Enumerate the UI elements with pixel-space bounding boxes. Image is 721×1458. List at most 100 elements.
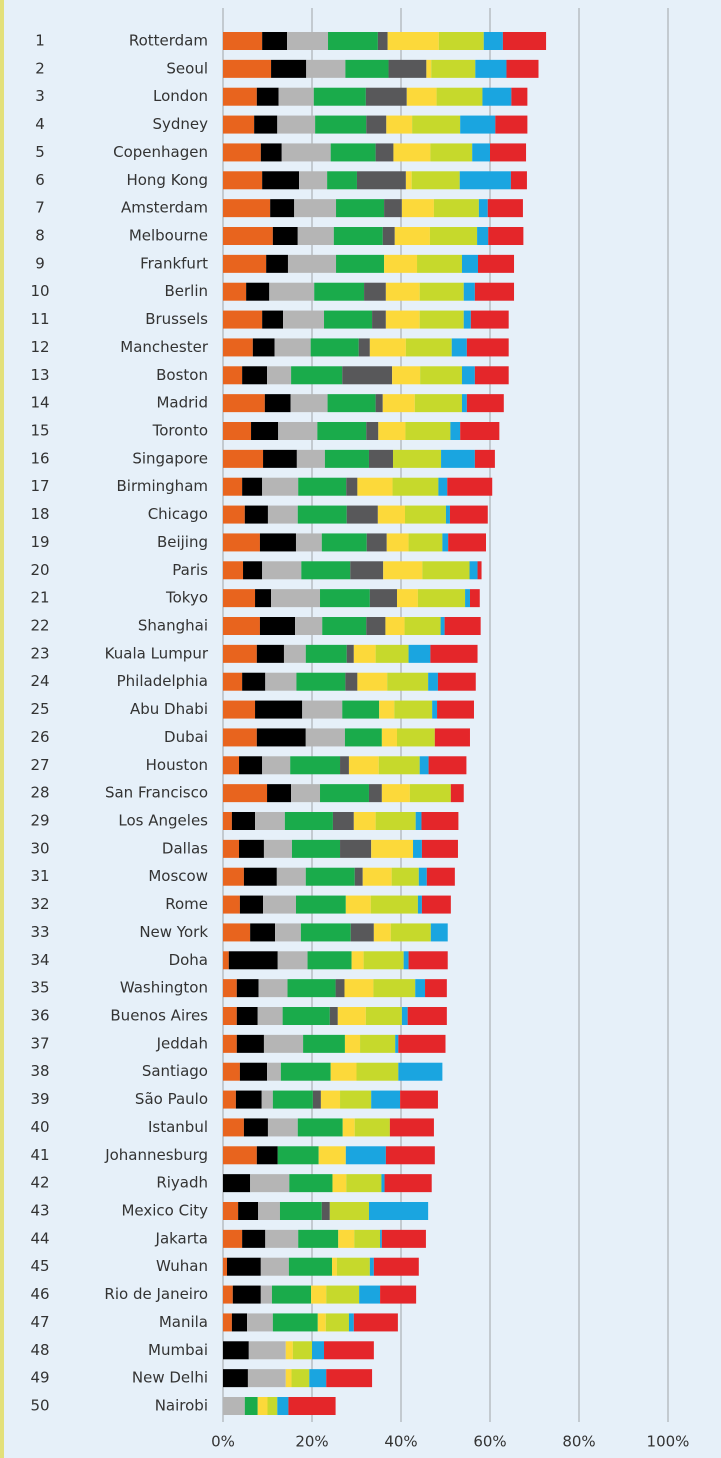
bar-segment <box>409 784 451 803</box>
bar-segment <box>387 672 429 691</box>
city-label: Jakarta <box>155 1229 208 1247</box>
bar-segment <box>384 1174 432 1193</box>
bar-segment <box>255 700 303 719</box>
bar-segment <box>223 728 257 747</box>
bar-segment <box>337 1007 366 1025</box>
city-label: Seoul <box>166 59 208 77</box>
bar-segment <box>336 199 385 218</box>
bar-segment <box>414 394 462 413</box>
bar-segment <box>262 171 300 190</box>
bar-segment <box>266 254 288 273</box>
bar-segment <box>270 199 295 218</box>
bar-segment <box>288 1397 336 1415</box>
city-label: Mumbai <box>148 1341 208 1359</box>
rank-label: 33 <box>30 923 49 941</box>
bar-segment <box>432 700 438 719</box>
bar-segment <box>317 1313 326 1332</box>
bar-segment <box>354 1229 381 1248</box>
bar-segment <box>263 895 296 914</box>
bar-segment <box>396 728 435 747</box>
city-label: Boston <box>156 366 208 384</box>
bar-segment <box>441 449 475 468</box>
bar-segment <box>344 728 382 747</box>
bar-segment <box>280 1062 331 1081</box>
city-label: Los Angeles <box>118 812 208 830</box>
bar-segment <box>312 1341 325 1360</box>
bar-segment <box>277 951 308 970</box>
bar-segment <box>478 199 488 218</box>
bar-segment <box>248 1341 286 1360</box>
bar-segment <box>297 227 334 245</box>
bar-segment <box>344 1034 361 1053</box>
bar-segment <box>223 1034 237 1053</box>
bar-segment <box>415 979 426 998</box>
city-label: New Delhi <box>132 1369 208 1387</box>
city-label: Manila <box>159 1313 208 1331</box>
bar-segment <box>267 1062 281 1081</box>
rank-label: 31 <box>30 867 49 885</box>
bar-segment <box>333 227 383 245</box>
bar-segment <box>262 561 302 580</box>
bar-segment <box>305 728 345 747</box>
bar-segment <box>231 1313 248 1332</box>
bar-segment <box>223 700 256 719</box>
bar-segment <box>346 644 354 663</box>
rank-label: 44 <box>30 1229 49 1247</box>
bar-segment <box>401 199 434 218</box>
bar-segment <box>287 254 337 273</box>
bar-segment <box>296 672 346 691</box>
bar-segment <box>223 143 261 162</box>
rank-label: 12 <box>30 338 49 356</box>
bar-segment <box>461 394 467 413</box>
rank-label: 50 <box>30 1397 49 1415</box>
bar-segment <box>386 115 413 134</box>
bar-segment <box>277 1146 319 1165</box>
rank-label: 16 <box>30 449 49 467</box>
bar-segment <box>440 617 445 635</box>
rank-label: 42 <box>30 1174 49 1192</box>
bar-segment <box>510 171 527 190</box>
bar-segment <box>223 477 243 496</box>
bar-segment <box>366 617 386 635</box>
bar-segment <box>408 533 443 552</box>
bar-segment <box>356 171 406 190</box>
rank-label: 27 <box>30 756 49 774</box>
bar-segment <box>328 32 378 50</box>
bar-segment <box>371 1090 401 1109</box>
bar-segment <box>344 979 374 998</box>
bar-segment <box>477 561 482 580</box>
bar-segment <box>223 1397 245 1415</box>
bar-segment <box>346 1174 382 1193</box>
bar-segment <box>372 310 386 329</box>
rank-label: 34 <box>30 951 49 969</box>
bar-segment <box>451 338 467 357</box>
bar-segment <box>269 282 315 301</box>
bar-segment <box>282 1007 330 1025</box>
rank-label: 20 <box>30 561 49 579</box>
bar-segment <box>327 394 376 413</box>
bar-segment <box>345 672 358 691</box>
bar-segment <box>345 59 389 78</box>
bar-segment <box>223 449 264 468</box>
bar-segment <box>338 1229 355 1248</box>
bar-segment <box>369 589 397 608</box>
rank-label: 25 <box>30 700 49 718</box>
bar-segment <box>353 644 376 663</box>
bar-segment <box>371 839 414 858</box>
bar-segment <box>305 644 347 663</box>
bar-segment <box>256 1146 278 1165</box>
bar-segment <box>314 282 365 301</box>
bar-segment <box>246 282 270 301</box>
bar-segment <box>223 1118 244 1137</box>
city-label: Houston <box>146 756 208 774</box>
bar-segment <box>381 728 397 747</box>
rank-label: 4 <box>35 115 45 133</box>
bar-segment <box>223 1090 236 1109</box>
city-label: Riyadh <box>156 1174 208 1192</box>
bar-segment <box>404 617 441 635</box>
bar-segment <box>256 87 279 106</box>
bar-segment <box>285 1369 292 1388</box>
bar-segment <box>413 839 422 858</box>
bar-segment <box>502 32 547 50</box>
bar-segment <box>223 254 267 273</box>
